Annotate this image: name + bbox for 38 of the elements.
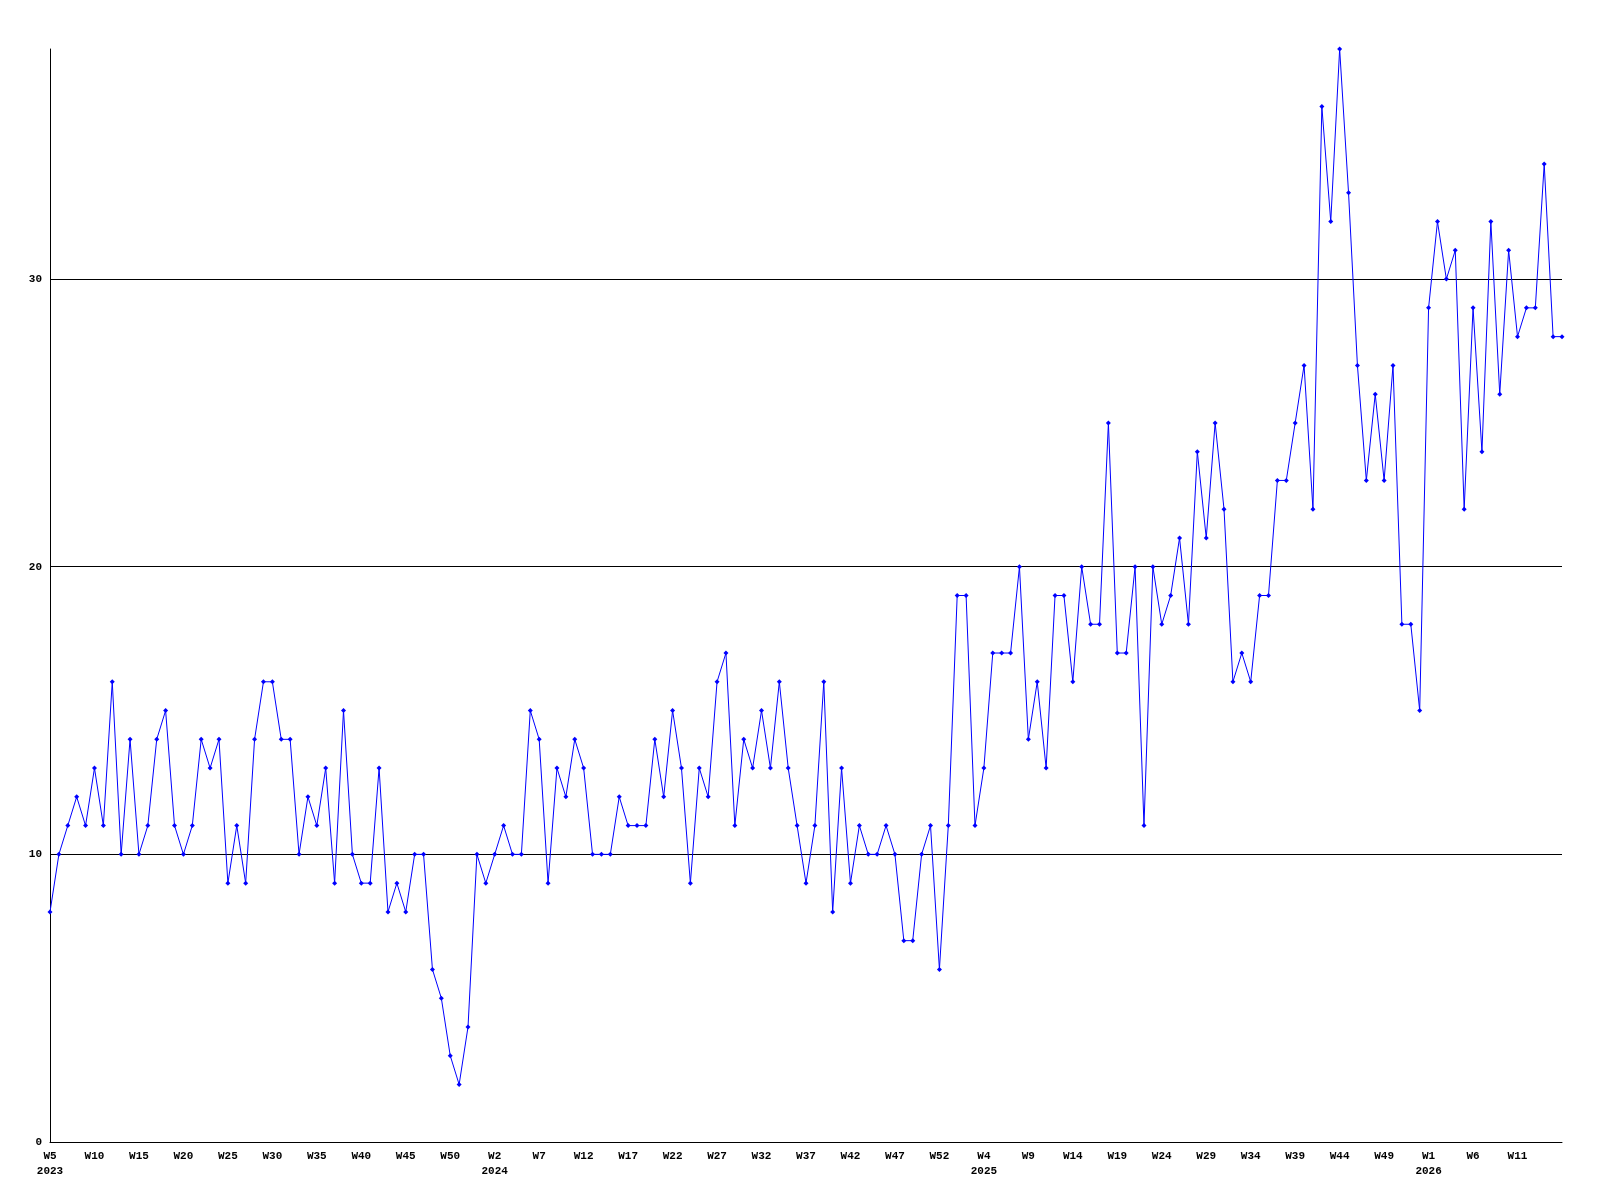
- x-tick-label: W22: [662, 1149, 683, 1162]
- y-tick-label: 10: [28, 848, 42, 861]
- x-tick-label: W4 2025: [970, 1149, 998, 1177]
- x-tick-label: W15: [129, 1149, 150, 1162]
- x-tick-label: W25: [217, 1149, 239, 1162]
- x-tick-label: W27: [707, 1149, 727, 1162]
- x-tick-label: W11: [1507, 1149, 1528, 1162]
- x-tick-label: W29: [1196, 1149, 1217, 1162]
- x-tick-label: W14: [1062, 1149, 1084, 1162]
- x-tick-label: W44: [1329, 1149, 1350, 1162]
- x-tick-label: W32: [751, 1149, 772, 1162]
- x-tick-label: W19: [1107, 1149, 1128, 1162]
- x-tick-label: W50: [440, 1149, 461, 1162]
- x-tick-label: W9: [1021, 1149, 1035, 1162]
- x-tick-label: W40: [351, 1149, 372, 1162]
- x-tick-label: W30: [262, 1149, 283, 1162]
- x-tick-label: W47: [885, 1149, 905, 1162]
- x-tick-label: W35: [306, 1149, 328, 1162]
- x-tick-label: W45: [395, 1149, 417, 1162]
- x-tick-label: W7: [532, 1149, 546, 1162]
- x-tick-label: W2 2024: [481, 1149, 509, 1177]
- x-tick-label: W49: [1374, 1149, 1395, 1162]
- x-tick-label: W24: [1151, 1149, 1173, 1162]
- x-tick-label: W42: [840, 1149, 861, 1162]
- x-tick-label: W5 2023: [36, 1149, 64, 1177]
- y-tick-label: 30: [28, 273, 42, 286]
- x-tick-label: W20: [173, 1149, 194, 1162]
- x-tick-label: W6: [1466, 1149, 1480, 1162]
- x-tick-label: W39: [1285, 1149, 1306, 1162]
- x-tick-label: W17: [618, 1149, 639, 1162]
- x-tick-label: W10: [84, 1149, 105, 1162]
- x-tick-label: W1 2026: [1415, 1149, 1442, 1177]
- x-tick-label: W37: [796, 1149, 816, 1162]
- x-tick-label: W34: [1240, 1149, 1261, 1162]
- y-tick-label: 20: [28, 560, 42, 573]
- y-tick-label: 0: [35, 1136, 42, 1148]
- x-tick-label: W52: [929, 1149, 950, 1162]
- x-tick-label: W12: [573, 1149, 594, 1162]
